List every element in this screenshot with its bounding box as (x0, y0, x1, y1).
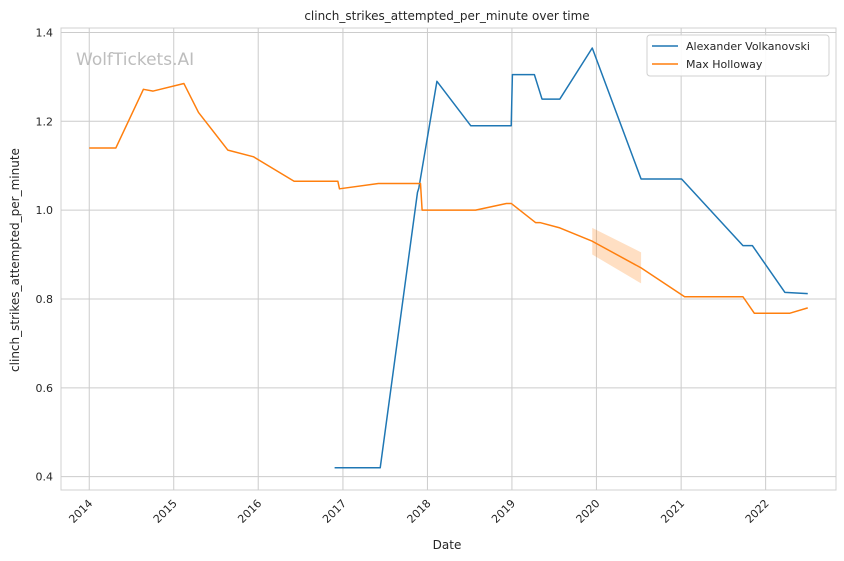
x-tick-label: 2017 (320, 497, 349, 526)
x-tick-label: 2015 (151, 497, 180, 526)
confidence-bands (592, 227, 642, 284)
y-tick-label: 0.6 (36, 382, 54, 395)
plot-background (60, 27, 837, 491)
y-tick-label: 0.8 (36, 293, 54, 306)
legend-label: Max Holloway (686, 58, 763, 71)
y-tick-label: 0.4 (36, 471, 54, 484)
series-line-0 (334, 47, 808, 469)
legend-label: Alexander Volkanovski (686, 40, 810, 53)
x-tick-label: 2018 (405, 497, 434, 526)
confidence-band (592, 227, 642, 284)
y-tick-label: 1.4 (36, 26, 54, 39)
x-tick-label: 2014 (66, 497, 95, 526)
x-axis-ticks: 2014 2015 2016 2017 2018 2019 2020 2021 2022 (66, 497, 771, 526)
x-tick-label: 2021 (658, 497, 687, 526)
series-lines (89, 47, 808, 469)
x-tick-label: 2019 (489, 497, 518, 526)
x-tick-label: 2020 (574, 497, 603, 526)
grid (61, 28, 836, 490)
y-axis-label: clinch_strikes_attempted_per_minute (8, 148, 22, 372)
series-line-1 (89, 82, 808, 314)
x-tick-label: 2022 (743, 497, 772, 526)
watermark: WolfTickets.AI (76, 50, 194, 70)
chart-title: clinch_strikes_attempted_per_minute over… (304, 9, 589, 23)
y-axis-ticks: 0.4 0.6 0.8 1.0 1.2 1.4 (36, 26, 54, 483)
x-tick-label: 2016 (235, 497, 264, 526)
y-tick-label: 1.0 (36, 204, 54, 217)
x-axis-label: Date (433, 538, 462, 552)
y-tick-label: 1.2 (36, 115, 54, 128)
legend-frame (646, 34, 830, 77)
legend: Alexander Volkanovski Max Holloway (646, 34, 830, 77)
